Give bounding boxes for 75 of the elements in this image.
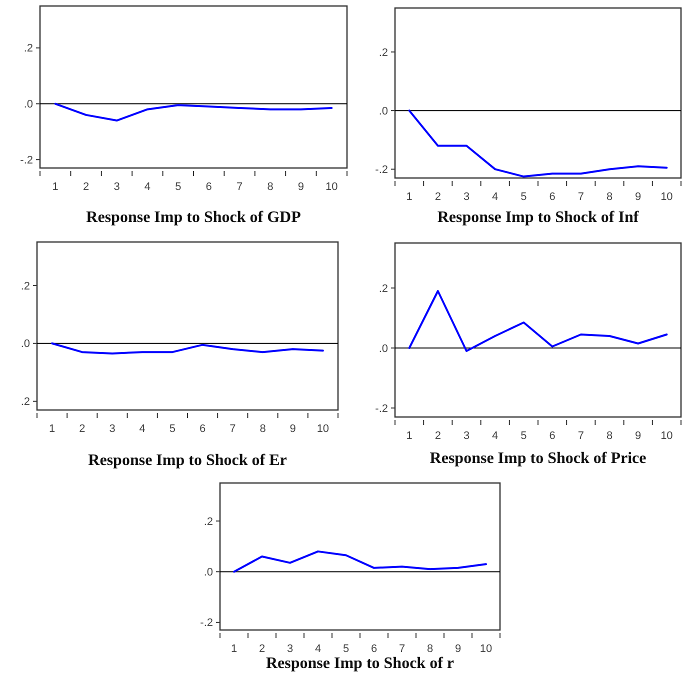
x-tick-label: 2	[434, 430, 441, 442]
x-tick-label: 10	[660, 430, 673, 442]
x-tick-label: 2	[258, 643, 266, 655]
x-tick-label: 9	[635, 191, 642, 203]
x-tick-label: 9	[635, 430, 642, 442]
x-tick-label: 8	[606, 191, 613, 203]
x-tick-label: 6	[549, 430, 556, 442]
x-tick-label: 2	[82, 181, 90, 193]
x-tick-label: 9	[298, 181, 304, 193]
text: Response Imp to Shock of Price	[430, 450, 646, 467]
y-tick-label: .0	[20, 338, 30, 350]
y-tick-label: .2	[20, 396, 30, 408]
text: Response Imp to Shock of Er	[88, 452, 287, 469]
y-tick-label: .2	[378, 282, 388, 295]
x-tick-label: 1	[48, 423, 56, 435]
x-tick-label: 4	[139, 423, 146, 435]
y-tick-label: .2	[24, 42, 33, 55]
x-tick-label: 4	[492, 430, 498, 442]
x-tick-label: 1	[52, 181, 58, 193]
x-tick-label: 1	[406, 191, 412, 203]
x-tick-label: 3	[114, 181, 120, 193]
y-tick-label: .2	[204, 516, 213, 528]
x-tick-label: 7	[230, 423, 236, 435]
y-tick-label: .0	[204, 566, 213, 579]
x-tick-label: 5	[342, 643, 350, 655]
y-tick-label: .0	[378, 105, 388, 118]
x-tick-label: 2	[79, 423, 86, 435]
y-tick-label: -.2	[20, 154, 33, 166]
x-tick-label: 3	[463, 430, 470, 442]
x-tick-label: 5	[169, 423, 176, 435]
y-tick-label: -.2	[375, 164, 388, 176]
x-tick-label: 3	[463, 191, 470, 203]
x-tick-label: 5	[175, 181, 182, 193]
y-tick-label: .2	[378, 46, 388, 59]
x-tick-label: 8	[267, 181, 274, 193]
x-tick-label: 2	[434, 191, 441, 203]
x-tick-label: 7	[398, 643, 406, 655]
y-tick-label: -.2	[200, 617, 213, 630]
x-tick-label: 9	[454, 643, 462, 655]
x-tick-label: 4	[492, 191, 498, 203]
line-series	[233, 550, 487, 573]
line-series	[54, 102, 333, 122]
y-tick-label: .2	[20, 280, 30, 292]
y-tick-label: .0	[378, 342, 388, 355]
x-tick-label: 7	[236, 181, 243, 193]
x-tick-label: 6	[206, 181, 212, 193]
x-tick-label: 6	[199, 423, 206, 435]
text: Response Imp to Shock of GDP	[86, 209, 302, 226]
line-series	[408, 110, 668, 178]
x-tick-label: 6	[549, 191, 556, 203]
x-tick-label: 7	[578, 430, 584, 442]
line-series	[51, 342, 324, 355]
y-tick-label: .0	[24, 98, 33, 111]
x-tick-label: 1	[230, 643, 238, 655]
x-tick-label: 8	[426, 643, 434, 655]
x-tick-label: 10	[326, 181, 338, 193]
x-tick-label: 3	[286, 643, 294, 655]
x-tick-label: 6	[370, 643, 378, 655]
x-tick-label: 10	[660, 191, 673, 203]
x-tick-label: 10	[480, 643, 492, 655]
x-tick-label: 8	[606, 430, 613, 442]
x-tick-label: 4	[144, 181, 151, 193]
x-tick-label: 3	[109, 423, 116, 435]
x-tick-label: 10	[316, 423, 330, 435]
x-tick-label: 5	[520, 430, 527, 442]
x-tick-label: 9	[290, 423, 296, 435]
line-series	[408, 290, 668, 352]
x-tick-label: 7	[578, 191, 584, 203]
x-tick-label: 5	[520, 191, 527, 203]
text: Response Imp to Shock of Inf	[437, 209, 640, 226]
y-tick-label: -.2	[375, 402, 388, 415]
x-tick-label: 4	[314, 643, 322, 655]
x-tick-label: 8	[260, 423, 266, 435]
x-tick-label: 1	[406, 430, 412, 442]
text: Response Imp to Shock of r	[266, 655, 454, 672]
